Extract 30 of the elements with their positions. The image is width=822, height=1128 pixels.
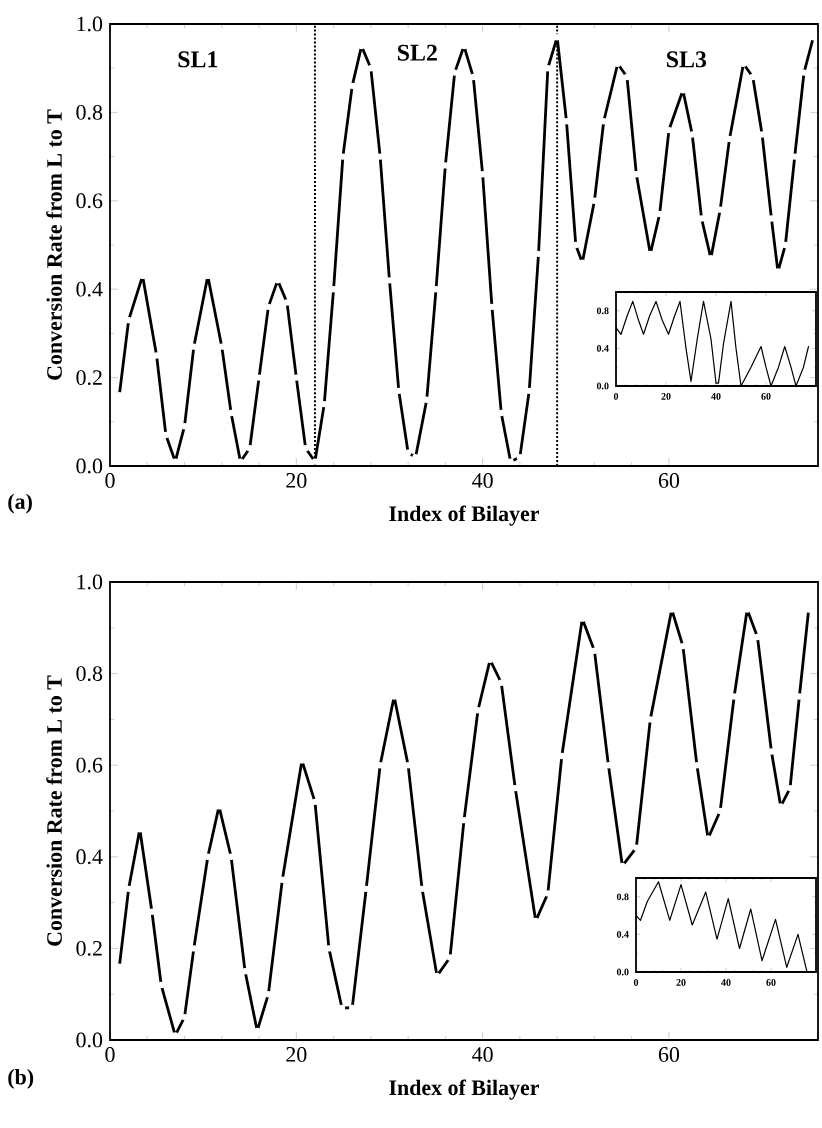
annotation: SL1 (178, 51, 218, 68)
y-tick-label: 0.0 (76, 1032, 103, 1048)
y-tick-label: 1.0 (77, 574, 103, 590)
x-tick-label: 60 (658, 473, 680, 488)
y-tick-label: 0.4 (76, 281, 103, 297)
y-tick-label: 0.2 (76, 940, 102, 956)
y-axis-title: Conversion Rate from L to T (46, 675, 62, 946)
x-axis-title: Index of Bilayer (389, 505, 540, 526)
y-tick-label: 0.2 (76, 370, 102, 386)
annotation: SL3 (667, 51, 707, 68)
x-tick-label: 60 (658, 1047, 680, 1062)
x-axis-title: Index of Bilayer (389, 1079, 540, 1100)
y-tick-label: 0.6 (76, 193, 103, 209)
y-tick-label: 0.4 (76, 849, 103, 865)
y-tick-label: 0.6 (76, 757, 103, 773)
x-tick-label: 0 (105, 1047, 115, 1062)
x-tick-label: 40 (472, 1047, 493, 1062)
annotation: SL2 (397, 44, 437, 61)
text: (b) (8, 1069, 34, 1089)
y-tick-label: 0.8 (76, 104, 103, 120)
x-tick-label: 0 (105, 473, 115, 488)
x-tick-label: 40 (472, 473, 493, 488)
y-tick-label: 0.8 (76, 666, 103, 682)
y-tick-label: 1.0 (77, 16, 103, 32)
y-tick-label: 0.0 (76, 458, 103, 474)
x-tick-label: 20 (286, 473, 307, 488)
text: (a) (8, 493, 32, 514)
y-axis-title: Conversion Rate from L to T (46, 109, 62, 380)
x-tick-label: 20 (286, 1047, 307, 1062)
line-series (116, 606, 812, 1039)
